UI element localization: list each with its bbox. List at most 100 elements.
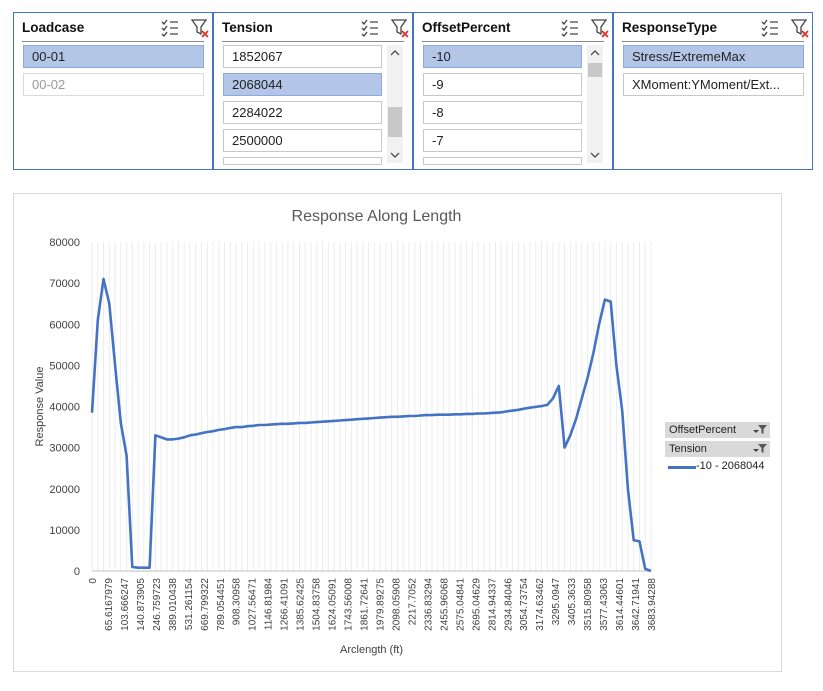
x-tick-label: 0 bbox=[88, 578, 99, 584]
vertical-scrollbar[interactable] bbox=[587, 45, 603, 163]
data-point bbox=[558, 385, 560, 387]
line-chart: Response Along Length 0 10000 20000 30000 400… bbox=[34, 208, 658, 656]
data-point bbox=[541, 405, 543, 407]
slicer-item[interactable]: 00-02 bbox=[23, 73, 204, 96]
scrollbar-thumb[interactable] bbox=[388, 107, 402, 137]
x-tick-label: 3174.63462 bbox=[535, 578, 546, 631]
x-tick-label: 2814.94337 bbox=[487, 578, 498, 631]
chevron-up-icon[interactable] bbox=[387, 45, 403, 61]
data-point bbox=[644, 568, 646, 570]
y-tick-label: 60000 bbox=[49, 319, 80, 331]
slicer-title: Loadcase bbox=[22, 20, 85, 35]
data-point bbox=[350, 419, 352, 421]
data-point bbox=[454, 413, 456, 415]
slicer-item[interactable]: Stress/ExtremeMax bbox=[623, 45, 804, 68]
data-point bbox=[247, 425, 249, 427]
slicer-item[interactable]: 2068044 bbox=[223, 73, 382, 96]
slicer-item[interactable]: -9 bbox=[423, 73, 582, 96]
chevron-up-icon[interactable] bbox=[587, 45, 603, 61]
data-point bbox=[581, 397, 583, 399]
field-button-tension[interactable]: Tension bbox=[665, 441, 770, 457]
data-point bbox=[316, 421, 318, 423]
data-point bbox=[466, 413, 468, 415]
data-point bbox=[91, 412, 93, 414]
slicer-header: ResponseType bbox=[622, 15, 809, 42]
slicer-item[interactable]: 2500000 bbox=[223, 129, 382, 152]
chart-area[interactable]: Response Along Length 0 10000 20000 30000 400… bbox=[13, 193, 782, 672]
vertical-scrollbar[interactable] bbox=[387, 45, 403, 163]
field-button-offsetpercent[interactable]: OffsetPercent bbox=[665, 422, 770, 438]
clear-filter-icon[interactable] bbox=[190, 18, 210, 38]
data-point bbox=[281, 423, 283, 425]
data-point bbox=[218, 429, 220, 431]
slicer-item[interactable]: 1852067 bbox=[223, 45, 382, 68]
data-point bbox=[258, 424, 260, 426]
x-tick-label: 908.30958 bbox=[232, 578, 243, 626]
slicer-tension: Tension 1852067 2068044 2284022 2500000 bbox=[213, 12, 413, 170]
y-tick-label: 70000 bbox=[49, 278, 80, 290]
slicer-header: Loadcase bbox=[22, 15, 209, 42]
legend-label: -10 - 2068044 bbox=[696, 460, 765, 472]
data-point bbox=[477, 412, 479, 414]
x-tick-label: 1146.81984 bbox=[264, 578, 275, 631]
data-point bbox=[114, 364, 116, 366]
clear-filter-icon[interactable] bbox=[390, 18, 410, 38]
slicer-item[interactable]: -8 bbox=[423, 101, 582, 124]
slicer-response-type: ResponseType Stress/ExtremeMax XMoment:Y… bbox=[613, 12, 813, 170]
chart-title: Response Along Length bbox=[292, 208, 462, 225]
data-point bbox=[322, 421, 324, 423]
x-tick-label: 1385.62425 bbox=[296, 578, 307, 631]
multi-select-icon[interactable] bbox=[360, 18, 380, 38]
data-point bbox=[241, 426, 243, 428]
data-point bbox=[529, 407, 531, 409]
x-tick-label: 103.666247 bbox=[120, 578, 131, 631]
x-tick-label: 1504.83758 bbox=[312, 578, 323, 631]
slicer-item[interactable]: 2284022 bbox=[223, 101, 382, 124]
slicer-item[interactable]: -10 bbox=[423, 45, 582, 68]
slicer-item-partial bbox=[223, 157, 382, 165]
clear-filter-icon[interactable] bbox=[790, 18, 810, 38]
slicer-item[interactable]: 00-01 bbox=[23, 45, 204, 68]
x-tick-label: 789.054451 bbox=[216, 578, 227, 631]
data-point bbox=[339, 419, 341, 421]
data-point bbox=[569, 434, 571, 436]
data-point bbox=[494, 412, 496, 414]
data-point bbox=[287, 423, 289, 425]
data-point bbox=[443, 414, 445, 416]
data-point bbox=[448, 414, 450, 416]
chevron-down-icon[interactable] bbox=[387, 147, 403, 163]
x-tick-label: 65.6167979 bbox=[104, 578, 115, 631]
slicer-item[interactable]: XMoment:YMoment/Ext... bbox=[623, 73, 804, 96]
data-point bbox=[108, 303, 110, 305]
data-point bbox=[252, 425, 254, 427]
multi-select-icon[interactable] bbox=[160, 18, 180, 38]
data-point bbox=[368, 417, 370, 419]
multi-select-icon[interactable] bbox=[760, 18, 780, 38]
x-tick-label: 3577.43063 bbox=[599, 578, 610, 631]
data-point bbox=[345, 419, 347, 421]
chevron-down-icon[interactable] bbox=[587, 147, 603, 163]
data-point bbox=[200, 432, 202, 434]
multi-select-icon[interactable] bbox=[560, 18, 580, 38]
x-tick-label: 2455.96068 bbox=[439, 578, 450, 631]
data-point bbox=[137, 567, 139, 569]
clear-filter-icon[interactable] bbox=[590, 18, 610, 38]
data-point bbox=[402, 415, 404, 417]
slicer-item[interactable]: -7 bbox=[423, 129, 582, 152]
slicer-item-partial bbox=[423, 157, 582, 165]
field-button-label: Tension bbox=[669, 443, 707, 455]
data-point bbox=[143, 567, 145, 569]
x-tick-label: 3515.80958 bbox=[583, 578, 594, 631]
data-point bbox=[166, 438, 168, 440]
data-point bbox=[293, 422, 295, 424]
slicer-title: Tension bbox=[222, 20, 273, 35]
x-tick-label: 3683.94288 bbox=[647, 578, 658, 631]
data-point bbox=[512, 410, 514, 412]
x-tick-label: 3642.71941 bbox=[631, 578, 642, 631]
x-tick-label: 669.799322 bbox=[200, 578, 211, 631]
slicer-header: Tension bbox=[222, 15, 409, 42]
x-tick-label: 531.261154 bbox=[184, 578, 195, 631]
data-point bbox=[627, 488, 629, 490]
slicer-offset-percent: OffsetPercent -10 -9 -8 -7 bbox=[413, 12, 613, 170]
scrollbar-thumb[interactable] bbox=[588, 63, 602, 77]
